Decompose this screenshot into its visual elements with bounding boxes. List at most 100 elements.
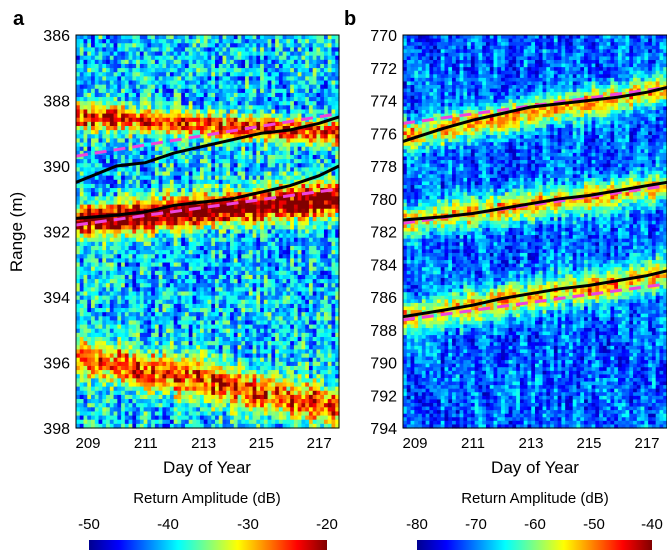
heatmap-cell xyxy=(252,229,257,235)
heatmap-cell xyxy=(117,303,122,309)
heatmap-cell xyxy=(222,179,227,185)
heatmap-cell xyxy=(199,159,205,164)
heatmap-cell xyxy=(252,196,257,202)
heatmap-cell xyxy=(136,51,141,57)
heatmap-cell xyxy=(222,63,227,69)
heatmap-cell xyxy=(158,63,164,69)
heatmap-cell xyxy=(278,204,284,210)
heatmap-cell xyxy=(102,134,107,140)
heatmap-cell xyxy=(91,308,96,313)
heatmap-cell xyxy=(218,179,224,185)
heatmap-cell xyxy=(218,299,224,305)
heatmap-cell xyxy=(143,217,148,222)
heatmap-cell xyxy=(76,312,81,317)
heatmap-cell xyxy=(132,229,137,235)
heatmap-cell xyxy=(192,299,197,305)
heatmap-cell xyxy=(166,167,171,173)
heatmap-cell xyxy=(275,121,280,127)
heatmap-cell xyxy=(169,183,175,189)
heatmap-cell xyxy=(271,55,276,61)
heatmap-cell xyxy=(271,299,276,305)
heatmap-cell xyxy=(79,101,85,106)
heatmap-cell xyxy=(203,63,209,69)
heatmap-cell xyxy=(252,266,257,272)
heatmap-cell xyxy=(91,146,96,152)
heatmap-cell xyxy=(139,217,145,222)
heatmap-cell xyxy=(297,312,303,317)
heatmap-cell xyxy=(241,274,246,280)
heatmap-cell xyxy=(215,154,220,160)
heatmap-cell xyxy=(169,55,175,61)
heatmap-cell xyxy=(248,258,254,264)
heatmap-cell xyxy=(335,208,340,214)
heatmap-cell xyxy=(316,308,321,313)
heatmap-cell xyxy=(327,88,333,94)
heatmap-cell xyxy=(286,279,291,284)
heatmap-cell xyxy=(143,225,148,231)
heatmap-cell xyxy=(87,303,92,309)
heatmap-cell xyxy=(267,80,272,86)
heatmap-cell xyxy=(109,175,115,181)
heatmap-cell xyxy=(305,175,310,181)
heatmap-cell xyxy=(106,245,111,251)
heatmap-cell xyxy=(151,39,156,44)
heatmap-cell xyxy=(181,283,186,288)
heatmap-cell xyxy=(83,308,88,313)
heatmap-cell xyxy=(237,55,242,61)
heatmap-cell xyxy=(320,163,325,168)
heatmap-cell xyxy=(76,109,81,115)
heatmap-cell xyxy=(301,146,306,152)
heatmap-cell xyxy=(335,59,340,65)
heatmap-cell xyxy=(117,68,122,73)
heatmap-cell xyxy=(98,258,103,264)
heatmap-cell xyxy=(282,84,287,90)
heatmap-cell xyxy=(207,188,212,193)
heatmap-cell xyxy=(102,150,107,156)
heatmap-cell xyxy=(136,316,141,322)
heatmap-cell xyxy=(188,59,194,65)
heatmap-cell xyxy=(290,254,295,259)
heatmap-cell xyxy=(151,72,156,77)
heatmap-cell xyxy=(113,204,118,210)
heatmap-cell xyxy=(226,212,231,218)
heatmap-cell xyxy=(154,35,160,40)
heatmap-cell xyxy=(177,51,182,57)
heatmap-cell xyxy=(260,204,265,210)
heatmap-cell xyxy=(323,237,329,243)
heatmap-cell xyxy=(278,35,284,40)
heatmap-cell xyxy=(282,233,287,239)
heatmap-cell xyxy=(91,51,96,57)
heatmap-cell xyxy=(233,179,239,185)
heatmap-cell xyxy=(207,126,212,131)
heatmap-cell xyxy=(166,299,171,305)
heatmap-cell xyxy=(128,245,133,251)
heatmap-cell xyxy=(128,121,133,127)
heatmap-cell xyxy=(327,221,333,226)
heatmap-cell xyxy=(162,200,167,206)
heatmap-cell xyxy=(106,254,111,259)
heatmap-cell xyxy=(143,92,148,98)
heatmap-cell xyxy=(222,316,227,322)
heatmap-cell xyxy=(196,97,201,102)
heatmap-cell xyxy=(136,109,141,115)
heatmap-cell xyxy=(263,163,269,168)
heatmap-cell xyxy=(245,142,250,148)
heatmap-cell xyxy=(91,117,96,123)
heatmap-cell xyxy=(252,241,257,247)
heatmap-cell xyxy=(271,159,276,164)
heatmap-cell xyxy=(252,212,257,218)
heatmap-cell xyxy=(151,59,156,65)
heatmap-cell xyxy=(91,283,96,288)
heatmap-cell xyxy=(256,121,261,127)
heatmap-cell xyxy=(184,150,190,156)
heatmap-cell xyxy=(143,279,148,284)
heatmap-cell xyxy=(245,39,250,44)
heatmap-cell xyxy=(76,283,81,288)
heatmap-cell xyxy=(335,316,340,322)
heatmap-cell xyxy=(79,51,85,57)
heatmap-cell xyxy=(113,192,118,197)
heatmap-cell xyxy=(128,105,133,111)
heatmap-cell xyxy=(301,324,306,330)
heatmap-cell xyxy=(169,245,175,251)
heatmap-cell xyxy=(252,287,257,293)
